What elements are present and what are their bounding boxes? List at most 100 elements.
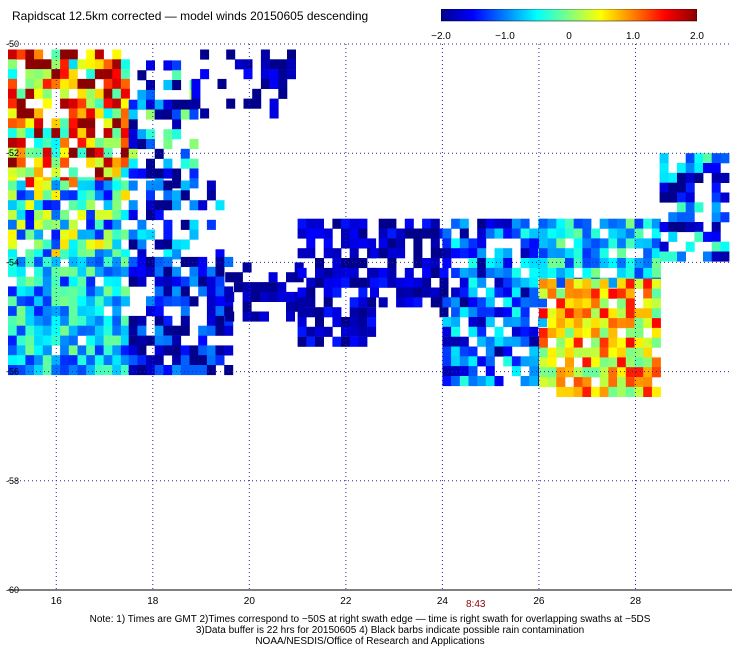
data-cell (163, 286, 173, 297)
data-cell (323, 307, 333, 318)
data-cell (591, 347, 601, 358)
data-cell (120, 137, 130, 148)
data-cell (677, 251, 686, 262)
data-cell (634, 337, 644, 348)
data-cell (494, 228, 504, 239)
data-cell (16, 157, 26, 168)
data-cell (503, 336, 513, 347)
colorbar-tick-label: −1.0 (495, 31, 515, 42)
data-cell (668, 251, 678, 262)
data-cell (599, 377, 609, 388)
data-cell (625, 308, 635, 319)
data-cell (8, 190, 17, 201)
data-cell (77, 98, 87, 109)
data-cell (694, 153, 704, 164)
data-cell (651, 267, 661, 278)
data-cell (349, 307, 359, 318)
data-cell (180, 365, 190, 376)
colorbar: −2.0 −1.0 0 1.0 2.0 (431, 8, 704, 42)
data-cell (358, 287, 368, 298)
data-cell (94, 355, 104, 366)
data-cell (154, 99, 164, 110)
data-cell (260, 59, 270, 70)
data-cell (538, 258, 548, 269)
data-cell (556, 377, 566, 388)
data-cell (556, 386, 566, 397)
data-cell (120, 98, 130, 109)
data-cell (668, 172, 678, 183)
data-cell (367, 326, 377, 337)
data-cell (565, 347, 574, 358)
data-cell (8, 296, 17, 307)
data-cell (252, 88, 262, 99)
data-cell (565, 386, 574, 397)
data-cell (547, 288, 557, 299)
data-cell (269, 59, 279, 70)
data-cell (677, 182, 686, 193)
data-cell (685, 241, 695, 252)
data-cell (86, 276, 96, 287)
data-cell (459, 238, 469, 249)
data-cell (565, 278, 574, 289)
data-cell (112, 88, 122, 99)
data-cell (217, 78, 227, 89)
data-cell (547, 258, 557, 269)
data-cell (233, 282, 243, 293)
data-cell (128, 168, 138, 179)
data-cell (163, 60, 173, 71)
data-cell (297, 248, 307, 259)
data-cell (120, 190, 130, 201)
data-cell (573, 288, 583, 299)
data-cell (60, 128, 70, 139)
data-cell (511, 277, 521, 288)
data-cell (442, 356, 452, 367)
data-cell (711, 182, 721, 193)
data-cell (86, 59, 96, 70)
data-cell (86, 98, 96, 109)
data-cell (112, 167, 122, 178)
data-cell (77, 315, 87, 326)
data-cell (51, 229, 61, 240)
data-cell (112, 239, 122, 250)
data-cell (103, 210, 113, 221)
data-cell (252, 98, 262, 109)
data-cell (242, 301, 252, 312)
data-cell (146, 109, 155, 120)
data-cell (34, 49, 44, 60)
data-cell (215, 355, 225, 366)
data-cell (659, 192, 669, 203)
data-cell (224, 365, 234, 376)
data-cell (86, 49, 96, 60)
data-cell (25, 276, 35, 287)
data-cell (51, 49, 61, 60)
data-cell (485, 267, 495, 278)
data-cell (591, 288, 601, 299)
data-cell (413, 248, 423, 259)
data-cell (349, 336, 359, 347)
data-cell (42, 180, 52, 191)
data-cell (120, 249, 130, 260)
data-cell (120, 69, 130, 80)
data-cell (243, 69, 253, 80)
data-cell (34, 190, 44, 201)
data-cell (685, 172, 695, 183)
data-cell (323, 277, 333, 288)
data-cell (120, 355, 130, 366)
data-cell (287, 59, 296, 70)
data-cell (547, 238, 557, 249)
data-cell (103, 315, 113, 326)
data-cell (547, 367, 557, 378)
data-cell (332, 277, 342, 288)
data-cell (573, 318, 583, 329)
data-cell (224, 345, 234, 356)
data-cell (103, 276, 113, 287)
data-cell (332, 258, 342, 269)
data-cell (206, 345, 216, 356)
data-cell (396, 248, 406, 259)
data-cell (341, 218, 350, 229)
data-cell (582, 288, 592, 299)
data-cell (103, 355, 113, 366)
data-cell (367, 317, 377, 328)
data-cell (520, 277, 530, 288)
data-cell (77, 345, 87, 356)
